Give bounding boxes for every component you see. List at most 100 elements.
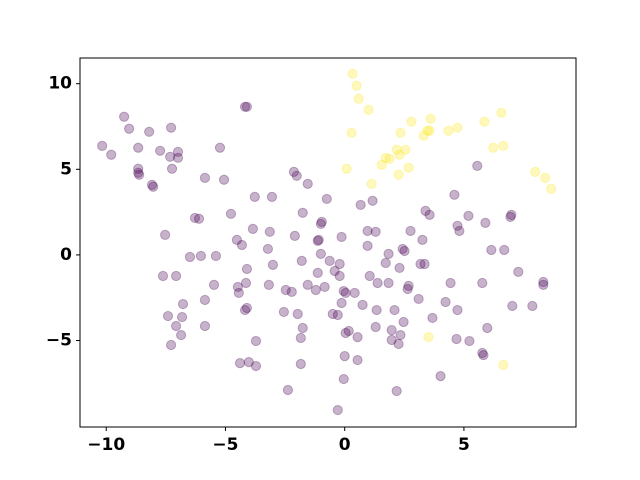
point (372, 277, 383, 289)
point (505, 211, 516, 223)
point (296, 255, 307, 267)
point (218, 174, 230, 185)
point (403, 280, 414, 292)
point (398, 316, 409, 328)
point (148, 181, 159, 192)
point (240, 277, 252, 289)
point (371, 304, 382, 316)
y-tick-label: −5 (46, 331, 72, 351)
point (264, 226, 275, 237)
point (353, 93, 364, 104)
point (313, 234, 324, 245)
point (506, 209, 517, 220)
point (370, 321, 381, 333)
point (463, 210, 474, 221)
point (165, 151, 176, 162)
point (488, 142, 499, 153)
point (172, 146, 184, 157)
point (380, 257, 391, 269)
point (391, 385, 402, 397)
point (297, 322, 308, 334)
point (280, 284, 291, 296)
point (362, 240, 373, 251)
point (420, 205, 431, 217)
point (397, 243, 408, 255)
point (452, 220, 463, 231)
point (288, 166, 299, 177)
point (239, 304, 251, 316)
point (236, 239, 248, 251)
point (165, 339, 177, 351)
point (498, 140, 509, 151)
point (172, 152, 184, 163)
point (184, 251, 196, 263)
point (336, 297, 347, 309)
point (199, 294, 211, 306)
point (480, 217, 491, 228)
point (278, 306, 289, 318)
point (352, 332, 363, 343)
point (233, 287, 244, 299)
point (162, 310, 174, 322)
point (370, 226, 381, 237)
point (343, 325, 354, 337)
point (352, 354, 363, 366)
point (478, 349, 489, 361)
point (134, 169, 145, 180)
point (310, 284, 321, 296)
point (367, 195, 378, 206)
point (386, 334, 397, 346)
point (394, 149, 405, 160)
point (406, 116, 417, 127)
point (210, 250, 222, 262)
point (106, 149, 117, 160)
point (424, 209, 435, 220)
point (413, 293, 424, 305)
point (538, 279, 549, 290)
point (451, 333, 462, 345)
point (295, 358, 306, 370)
point (341, 163, 352, 174)
point (435, 371, 446, 382)
point (496, 107, 507, 118)
x-tick-label: 5 (458, 435, 470, 455)
point (383, 248, 394, 259)
point (395, 127, 406, 138)
point (399, 245, 410, 257)
point (538, 276, 549, 288)
point (334, 270, 345, 282)
point (443, 125, 454, 136)
point (189, 212, 201, 224)
point (199, 320, 211, 332)
point (286, 286, 297, 297)
point (402, 283, 413, 295)
point (327, 308, 338, 320)
point (282, 384, 294, 396)
point (250, 335, 262, 347)
point (464, 335, 475, 347)
point (195, 250, 206, 262)
point (332, 309, 343, 321)
point (208, 279, 220, 290)
point (177, 298, 189, 310)
point (380, 152, 391, 163)
point (250, 360, 262, 372)
point (336, 231, 347, 243)
point (393, 338, 404, 350)
point (312, 235, 323, 246)
point (321, 193, 332, 205)
point (383, 277, 394, 289)
point (133, 142, 144, 153)
point (340, 287, 351, 299)
point (376, 159, 387, 170)
point (362, 225, 373, 237)
point (262, 243, 274, 255)
point (199, 172, 211, 183)
point (454, 225, 465, 237)
point (530, 166, 541, 177)
point (440, 296, 451, 308)
point (171, 320, 182, 332)
point (395, 329, 406, 341)
point (498, 359, 509, 371)
point (144, 126, 155, 137)
